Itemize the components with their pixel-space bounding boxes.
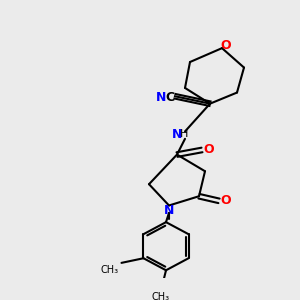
Text: N: N — [172, 128, 182, 141]
Text: O: O — [221, 194, 231, 207]
Text: N: N — [156, 91, 166, 104]
Text: N: N — [164, 204, 174, 217]
Text: O: O — [204, 143, 214, 156]
Text: CH₃: CH₃ — [152, 292, 170, 300]
Text: H: H — [180, 129, 188, 139]
Text: CH₃: CH₃ — [100, 265, 118, 275]
Text: C: C — [165, 91, 175, 104]
Text: O: O — [221, 39, 231, 52]
